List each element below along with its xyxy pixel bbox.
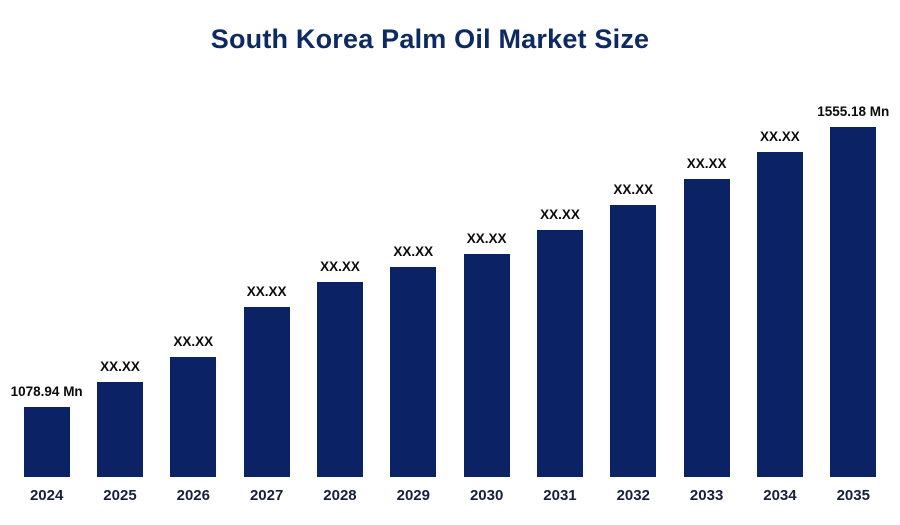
x-axis-label: 2026	[176, 487, 210, 504]
x-axis-label: 2025	[103, 487, 137, 504]
x-axis-label: 2031	[543, 487, 577, 504]
x-axis-label: 2030	[469, 487, 504, 504]
bar	[610, 205, 657, 477]
bar-value-label: 1555.18 Mn	[817, 104, 890, 119]
bar-value-label: XX.XX	[760, 129, 800, 144]
bar-value-label: XX.XX	[613, 182, 654, 197]
bar-value-label: XX.XX	[246, 284, 287, 299]
bar	[316, 282, 363, 477]
x-axis-label: 2032	[616, 487, 650, 504]
bar-value-label: XX.XX	[320, 259, 360, 274]
bar-column: XX.XX 2025	[83, 359, 156, 505]
x-axis-label: 2028	[323, 487, 357, 504]
bar-column: XX.XX 2033	[670, 156, 743, 505]
bar	[96, 382, 143, 477]
bar-column: XX.XX 2030	[450, 231, 523, 505]
bar-value-label: XX.XX	[100, 359, 140, 374]
x-axis-label: 2034	[763, 487, 797, 504]
bar	[463, 254, 510, 477]
bar-value-label: 1078.94 Mn	[10, 384, 83, 399]
bar-column: 1555.18 Mn 2035	[817, 104, 890, 505]
bar-value-label: XX.XX	[173, 334, 214, 349]
x-axis-label: 2035	[836, 487, 870, 504]
x-axis-label: 2027	[249, 487, 284, 504]
bar-value-label: XX.XX	[540, 207, 580, 222]
x-axis-label: 2024	[29, 487, 64, 504]
bar	[536, 230, 583, 477]
bar-column: XX.XX 2032	[597, 182, 670, 505]
plot-area: 1078.94 Mn 2024 XX.XX 2025 XX.XX 2026 XX.XX 202…	[10, 80, 890, 505]
bar	[756, 152, 803, 477]
bar	[390, 267, 437, 477]
bar	[830, 127, 877, 477]
bar	[170, 357, 217, 477]
bar-column: XX.XX 2027	[230, 284, 303, 505]
bar-column: XX.XX 2026	[157, 334, 230, 505]
bar	[243, 307, 290, 477]
x-axis-label: 2029	[396, 487, 430, 504]
bar	[23, 407, 70, 477]
bar-column: XX.XX 2028	[303, 259, 376, 505]
chart-title: South Korea Palm Oil Market Size	[210, 24, 650, 54]
bar-column: XX.XX 2031	[523, 207, 596, 505]
bar-value-label: XX.XX	[686, 156, 727, 171]
bar-value-label: XX.XX	[466, 231, 507, 246]
bar	[683, 179, 730, 477]
bar-value-label: XX.XX	[393, 244, 434, 259]
bar-column: XX.XX 2029	[377, 244, 450, 505]
bar-column: 1078.94 Mn 2024	[10, 384, 83, 505]
bar-column: XX.XX 2034	[743, 129, 816, 505]
x-axis-label: 2033	[689, 487, 724, 504]
